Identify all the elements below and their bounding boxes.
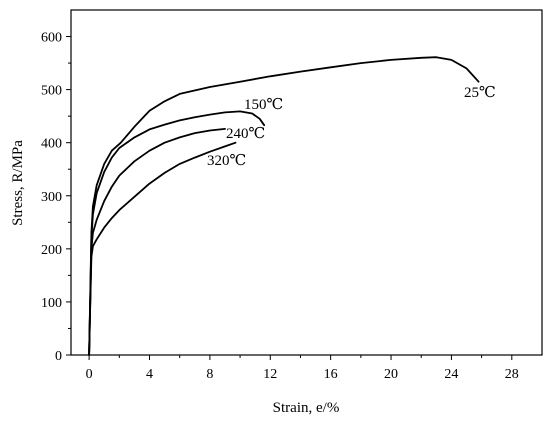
curve-150c: [88, 110, 266, 356]
curve-label-25c: 25℃: [464, 85, 496, 101]
curve-label-240c: 240℃: [226, 126, 265, 142]
y-tick-label: 0: [55, 349, 62, 364]
x-tick-label: 20: [384, 367, 398, 382]
y-tick-label: 600: [41, 31, 62, 46]
axes: [70, 9, 543, 356]
y-tick-label: 400: [41, 137, 62, 152]
y-tick-label: 300: [41, 190, 62, 205]
plot-frame: [70, 9, 543, 356]
x-tick-label: 0: [86, 367, 93, 382]
x-tick-label: 24: [444, 367, 458, 382]
y-tick-label: 100: [41, 296, 62, 311]
y-axis-title: Stress, R/MPa: [10, 140, 26, 226]
y-tick-label: 200: [41, 243, 62, 258]
curve-label-320c: 320℃: [207, 153, 246, 169]
curve-320c: [88, 141, 237, 356]
curve-240c: [88, 128, 226, 356]
x-tick-label: 8: [206, 367, 213, 382]
x-tick-label: 28: [505, 367, 519, 382]
x-axis-title: Strain, e/%: [273, 400, 340, 416]
x-tick-label: 4: [146, 367, 153, 382]
curve-label-150c: 150℃: [244, 97, 283, 113]
x-ticks: 0 4 8 12 16 20 24 28: [86, 355, 519, 382]
curves: [88, 56, 480, 356]
y-ticks: 0 100 200 300 400 500 600: [41, 31, 71, 364]
x-tick-label: 12: [263, 367, 277, 382]
y-tick-label: 500: [41, 84, 62, 99]
x-tick-label: 16: [324, 367, 338, 382]
curve-25c: [88, 56, 480, 356]
